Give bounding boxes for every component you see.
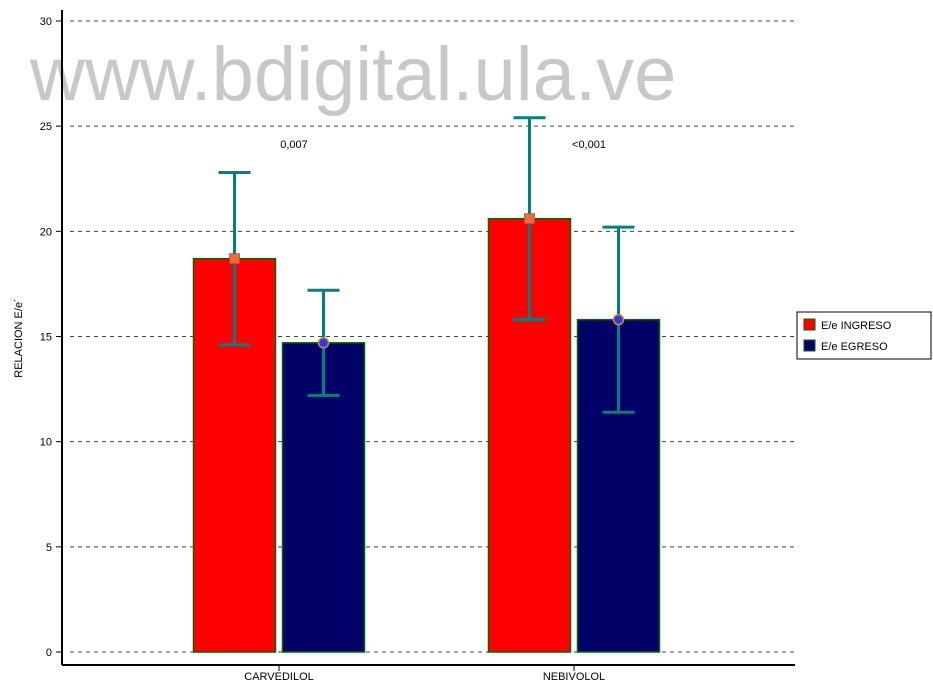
annotations: 0,007 <0,001: [280, 139, 606, 151]
y-tick-label: 0: [46, 647, 52, 659]
y-tick-label: 10: [40, 437, 52, 449]
y-ticks: 0 5 10 15 20 25 30: [40, 16, 62, 659]
y-tick-label: 20: [40, 226, 52, 238]
x-tick-label: NEBIVOLOL: [543, 671, 605, 683]
x-tick-label: CARVEDILOL: [244, 671, 314, 683]
legend-label-ingreso: E/e INGRESO: [821, 320, 892, 332]
watermark: www.bdigital.ula.ve: [29, 32, 676, 117]
bars: [192, 116, 661, 653]
y-tick-label: 15: [40, 332, 52, 344]
axes: [61, 10, 795, 666]
legend-swatch-ingreso: [803, 318, 816, 331]
y-tick-label: 25: [40, 121, 52, 133]
legend: E/e INGRESO E/e EGRESO: [796, 311, 932, 360]
mean-marker-ingreso: [229, 253, 240, 265]
x-tick-labels: CARVEDILOL NEBIVOLOL: [244, 665, 605, 683]
legend-box: [796, 311, 932, 360]
grid: [70, 20, 795, 653]
p-value-annotation: 0,007: [280, 139, 308, 151]
p-value-annotation: <0,001: [572, 139, 606, 151]
legend-label-egreso: E/e EGRESO: [821, 341, 888, 353]
mean-marker-egreso: [317, 337, 330, 349]
mean-marker-egreso: [612, 313, 625, 326]
y-tick-label: 5: [46, 542, 52, 554]
y-axis-title: RELACION E/e´: [13, 298, 25, 377]
y-tick-label: 30: [40, 16, 52, 28]
legend-swatch-egreso: [803, 339, 816, 352]
mean-marker-ingreso: [524, 213, 535, 225]
